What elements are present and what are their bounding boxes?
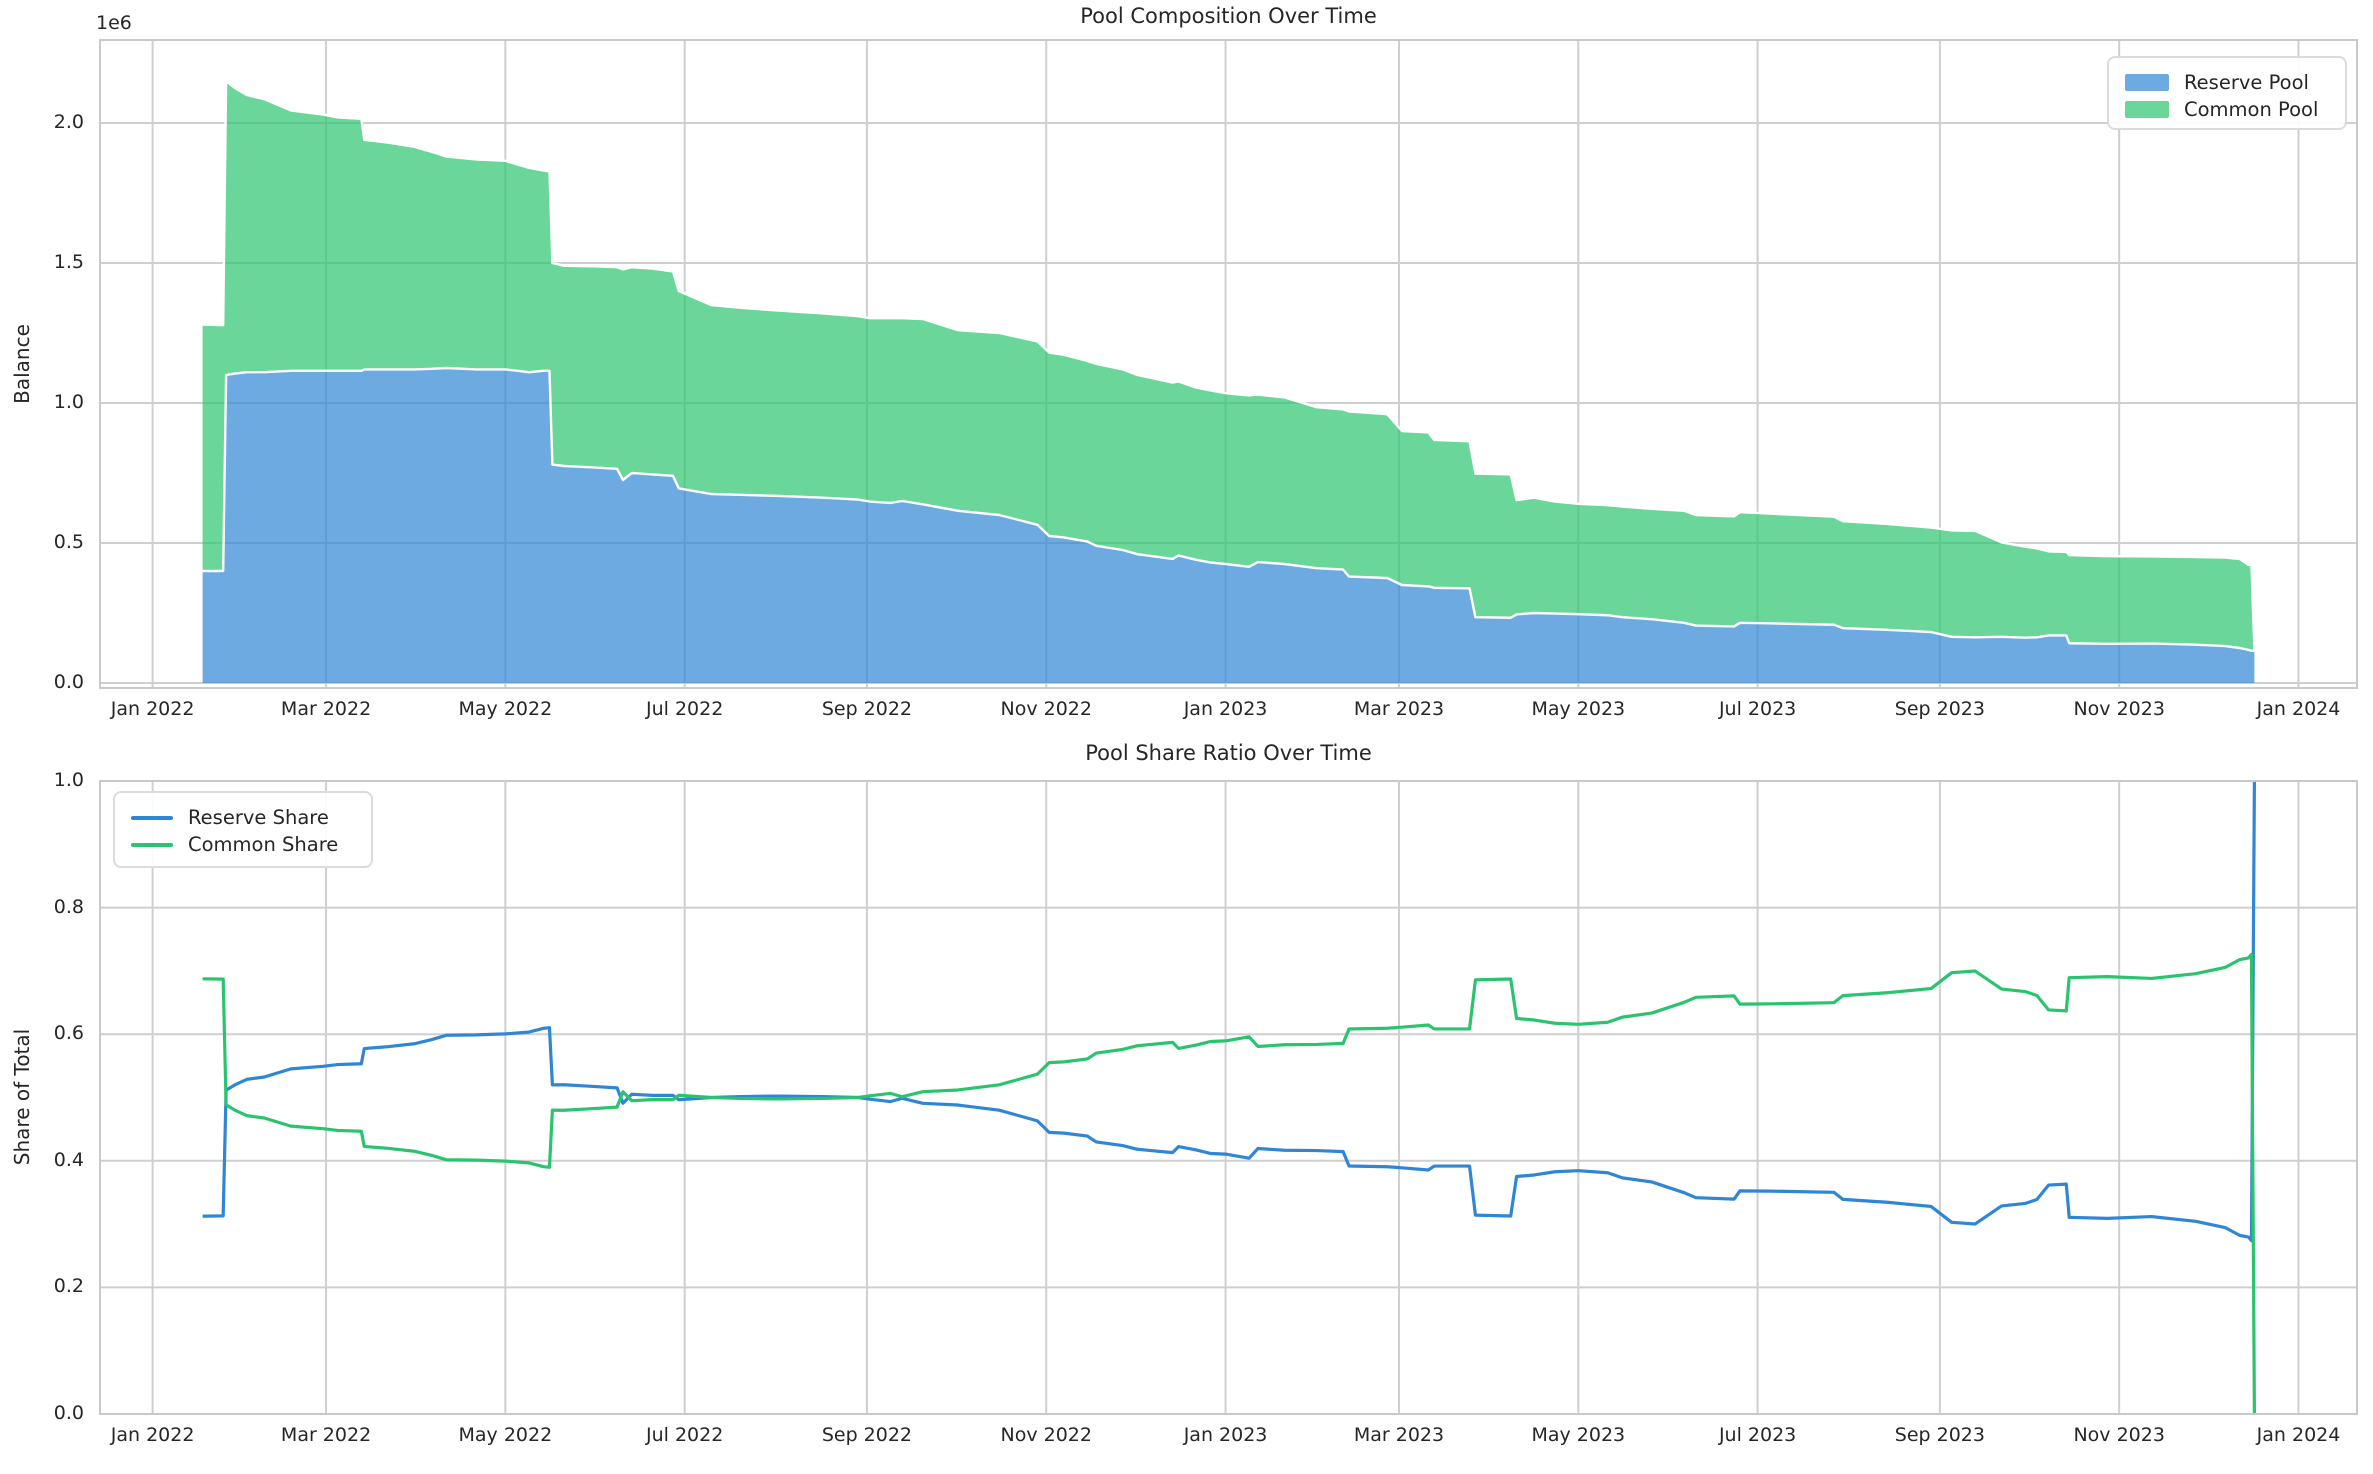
x-tick-label: Mar 2022 <box>280 698 372 720</box>
y-tick-label: 0.0 <box>53 1402 84 1424</box>
x-tick-label: Sep 2022 <box>821 1424 913 1446</box>
common-pool-swatch <box>2125 101 2169 118</box>
reserve-share-line <box>202 780 2257 1243</box>
x-tick-label: Jul 2023 <box>1718 1424 1797 1446</box>
common-share-line <box>202 952 2257 1415</box>
x-tick-label: Jul 2022 <box>646 698 724 720</box>
legend-entry-reserve-pool: Reserve Pool <box>2125 71 2329 94</box>
axes-border <box>99 39 2358 689</box>
x-tick-label: Jan 2022 <box>110 1424 195 1446</box>
y-tick-label: 1.5 <box>53 251 84 273</box>
y-tick-label: 0.2 <box>53 1275 84 1298</box>
x-tick-label: May 2023 <box>1531 1424 1626 1446</box>
axes-border <box>99 780 2358 1415</box>
legend-label: Reserve Share <box>188 806 329 829</box>
y-tick-label: 0.8 <box>53 895 84 918</box>
chart1-legend: Reserve Pool Common Pool <box>2107 56 2347 130</box>
x-tick-label: Jan 2024 <box>2256 1424 2341 1446</box>
x-tick-label: Jul 2022 <box>646 1424 724 1446</box>
chart1-title: Pool Composition Over Time <box>1080 4 1377 28</box>
reserve-pool-area <box>202 368 2255 683</box>
x-tick-label: Nov 2023 <box>2073 698 2165 720</box>
chart2-legend: Reserve Share Common Share <box>113 791 373 868</box>
y-tick-label: 0.0 <box>53 671 84 693</box>
legend-label: Common Pool <box>2184 98 2319 121</box>
x-tick-label: Jan 2022 <box>110 698 195 720</box>
x-tick-label: Jul 2023 <box>1718 698 1797 720</box>
x-tick-label: Sep 2023 <box>1894 1424 1985 1446</box>
x-tick-label: May 2023 <box>1531 698 1626 720</box>
common-pool-area <box>202 81 2255 651</box>
chart2-title: Pool Share Ratio Over Time <box>1085 741 1372 765</box>
common-share-line-swatch <box>131 842 173 847</box>
x-tick-label: Nov 2023 <box>2073 1424 2165 1446</box>
legend-label: Reserve Pool <box>2184 71 2309 94</box>
x-tick-label: May 2022 <box>458 1424 553 1446</box>
x-tick-label: Sep 2022 <box>821 698 913 720</box>
y-tick-label: 1.0 <box>53 391 84 413</box>
x-tick-label: Mar 2023 <box>1353 698 1445 720</box>
x-tick-label: Mar 2023 <box>1353 1424 1445 1446</box>
x-tick-label: Jan 2024 <box>2256 698 2341 720</box>
y-tick-label: 1.0 <box>53 769 84 791</box>
chart1-y-offset-text: 1e6 <box>96 12 132 34</box>
common-pool-edge <box>202 79 2256 651</box>
chart2-y-axis-label: Share of Total <box>10 1028 34 1166</box>
x-tick-label: Nov 2022 <box>1000 698 1092 720</box>
x-tick-label: Mar 2022 <box>280 1424 372 1446</box>
x-tick-label: Nov 2022 <box>1000 1424 1092 1446</box>
x-tick-label: May 2022 <box>458 698 553 720</box>
x-tick-label: Jan 2023 <box>1183 1424 1268 1446</box>
reserve-pool-edge <box>202 366 2255 652</box>
reserve-pool-swatch <box>2125 74 2169 91</box>
legend-label: Common Share <box>188 833 339 856</box>
y-tick-label: 0.4 <box>53 1148 84 1171</box>
y-tick-label: 0.5 <box>53 531 84 553</box>
legend-entry-common-share: Common Share <box>131 833 355 856</box>
y-tick-label: 0.6 <box>53 1022 84 1045</box>
legend-entry-common-pool: Common Pool <box>2125 98 2329 121</box>
x-tick-label: Sep 2023 <box>1894 698 1985 720</box>
y-tick-label: 2.0 <box>53 111 84 133</box>
reserve-share-line-swatch <box>131 815 173 820</box>
x-tick-label: Jan 2023 <box>1183 698 1268 720</box>
legend-entry-reserve-share: Reserve Share <box>131 806 355 829</box>
